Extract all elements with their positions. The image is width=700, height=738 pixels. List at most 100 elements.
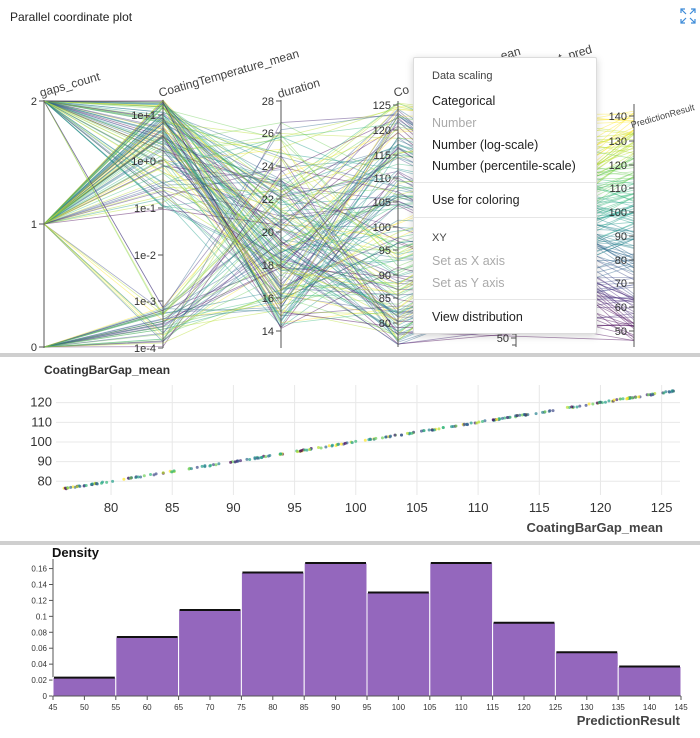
scatter-point [430,428,434,432]
scatter-point [515,414,519,418]
tick-label: 60 [615,302,627,314]
scatter-plot-svg[interactable]: CoatingBarGap_mean 80 85 90 95 100 105 110 115 12… [0,357,700,540]
axis-label: duration [276,75,322,100]
scatter-point [142,474,146,478]
scatter-point [170,470,174,474]
scatter-points [62,389,676,491]
scatter-point [363,438,367,442]
axis-label: Co [392,82,411,100]
histogram-bar [617,666,682,697]
y-tick-label: 0.1 [36,612,48,621]
menu-item-view-distribution[interactable]: View distribution [432,310,523,324]
tick-label: 120 [373,125,391,137]
tick-label: 28 [262,96,274,108]
x-tick-label: 135 [612,703,626,712]
scatter-point [105,480,109,484]
menu-item-percentile-scale[interactable]: Number (percentile-scale) [432,159,576,173]
y-tick-label: 110 [31,414,52,429]
scatter-point [149,473,153,477]
tick-label: 130 [609,136,627,148]
scatter-point [317,446,321,450]
scatter-point [136,475,140,479]
scatter-point [410,431,414,435]
tick-label: 80 [379,318,391,330]
scatter-point [154,472,158,476]
scatter-point [343,441,347,445]
scatter-point [628,397,632,401]
histogram-bar [115,636,180,697]
tick-label: 90 [379,270,391,282]
tick-label: 105 [373,197,391,209]
tick-label: 1e-2 [134,250,156,262]
histogram-bar [429,562,494,697]
scatter-point [646,393,650,397]
tick-label: 18 [262,260,274,272]
scatter-point [607,399,611,403]
scatter-point [84,484,88,488]
scatter-point [551,409,555,413]
scatter-point [405,431,409,435]
tick-label: 140 [609,111,627,123]
tick-label: 50 [615,326,627,338]
scatter-point [615,398,619,402]
x-tick-label: 55 [111,703,120,712]
tick-label: 16 [262,293,274,305]
scatter-point [101,480,105,484]
tick-label: 2 [31,96,37,108]
menu-item-number: Number [432,116,477,130]
menu-item-categorical[interactable]: Categorical [432,94,496,108]
scatter-point [354,439,358,443]
scatter-point [200,464,204,468]
parallel-coordinate-panel: Parallel coordinate plot 2 1 0 gaps_count 1e… [0,0,700,352]
data-scaling-menu: Data scaling Categorical Number Number (… [413,57,597,334]
scatter-point [462,422,466,426]
histogram-bar [492,622,556,697]
scatter-point [69,485,73,489]
x-tick-label: 65 [174,703,183,712]
scatter-point [495,417,499,421]
menu-item-use-for-coloring[interactable]: Use for coloring [432,193,520,207]
histogram-svg[interactable]: Density 0 0.02 0.04 0.06 0.08 0.1 0.12 0.14 0.16 4… [0,545,700,738]
x-tick-label: 85 [300,703,309,712]
tick-label: 1 [31,219,37,231]
scatter-point [367,438,371,442]
scatter-point [432,428,436,432]
scatter-point [570,405,574,409]
tick-label: 20 [262,227,274,239]
menu-header-scaling: Data scaling [432,70,493,82]
scatter-point [584,403,588,407]
scatter-point [187,467,191,471]
scatter-point [526,413,530,417]
x-tick-label: 85 [165,500,179,515]
scatter-point [427,428,431,432]
scatter-point [534,412,538,416]
scatter-point [300,448,304,452]
panel-title: Parallel coordinate plot [10,10,133,24]
tick-label: 1e-4 [134,343,156,352]
scatter-point [139,475,143,479]
histogram-bar [240,572,305,697]
tick-label: 22 [262,194,274,206]
menu-item-log-scale[interactable]: Number (log-scale) [432,138,539,152]
scatter-point [212,463,216,467]
x-tick-label: 130 [580,703,594,712]
tick-label: 70 [615,278,627,290]
axis-CoatingBarGap_mean: 125 120 115 110 105 100 95 90 85 80 Co [373,82,411,347]
x-tick-label: 125 [651,500,673,515]
scatter-point [189,467,193,471]
scatter-point [71,485,75,489]
tick-label: 1e-3 [134,296,156,308]
x-tick-label: 75 [237,703,246,712]
tick-label: 1e+1 [131,110,156,122]
scatter-point [214,463,218,467]
scatter-point [245,457,249,461]
tick-label: 0 [31,342,37,352]
scatter-point [451,424,455,428]
scatter-point [483,419,487,423]
scatter-point [374,436,378,440]
expand-icon[interactable] [680,8,696,24]
tick-label: 80 [615,255,627,267]
scatter-point [278,452,282,456]
scatter-point [296,450,300,454]
y-tick-label: 0.12 [31,596,47,605]
